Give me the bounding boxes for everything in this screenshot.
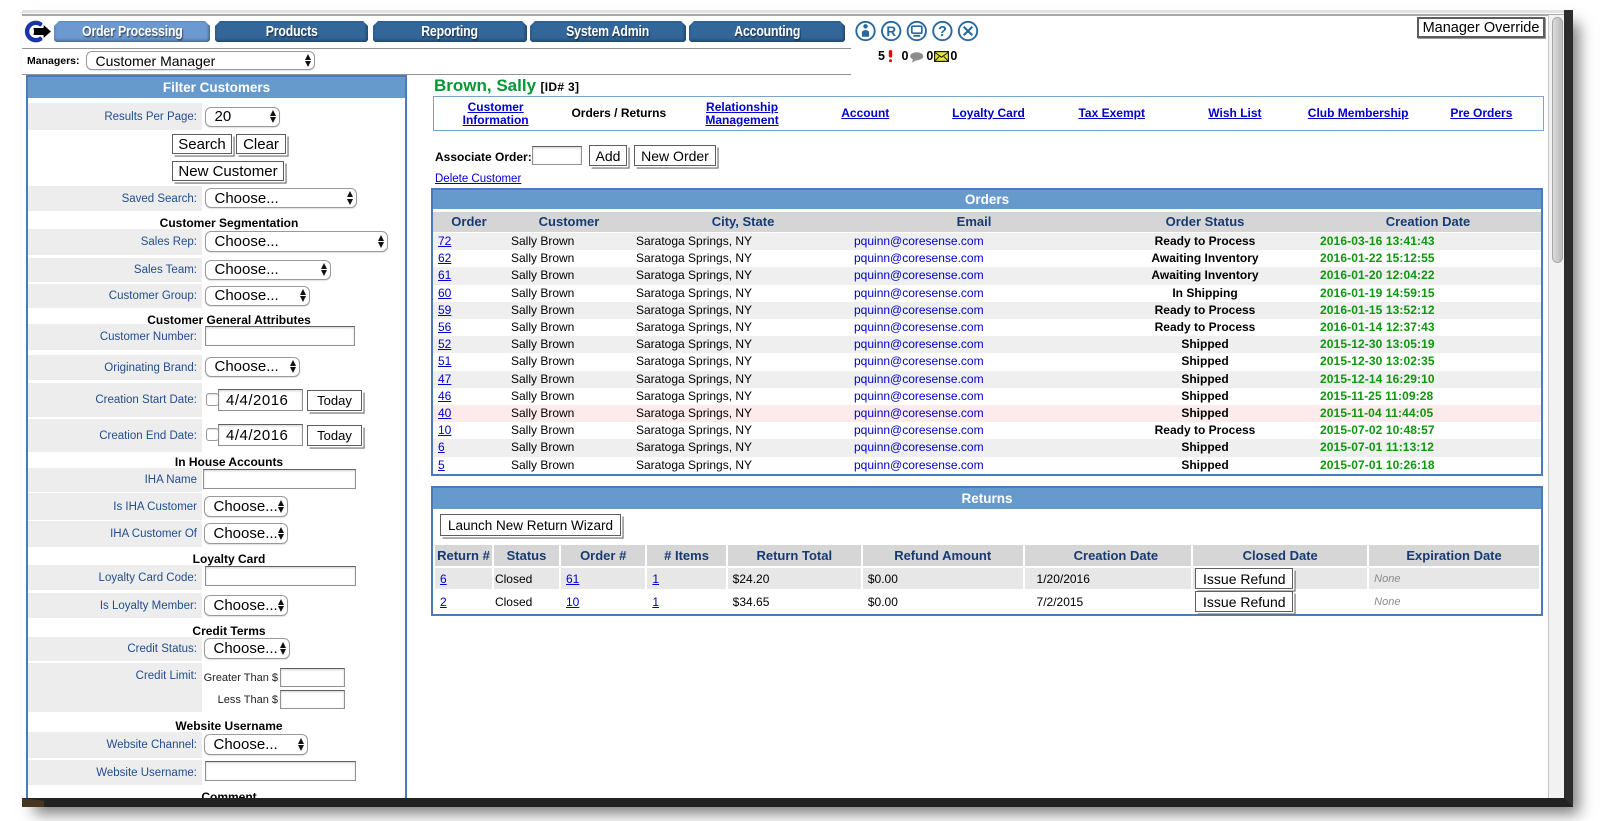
svg-text:?: ?: [938, 24, 947, 40]
svg-text:R: R: [886, 24, 896, 39]
